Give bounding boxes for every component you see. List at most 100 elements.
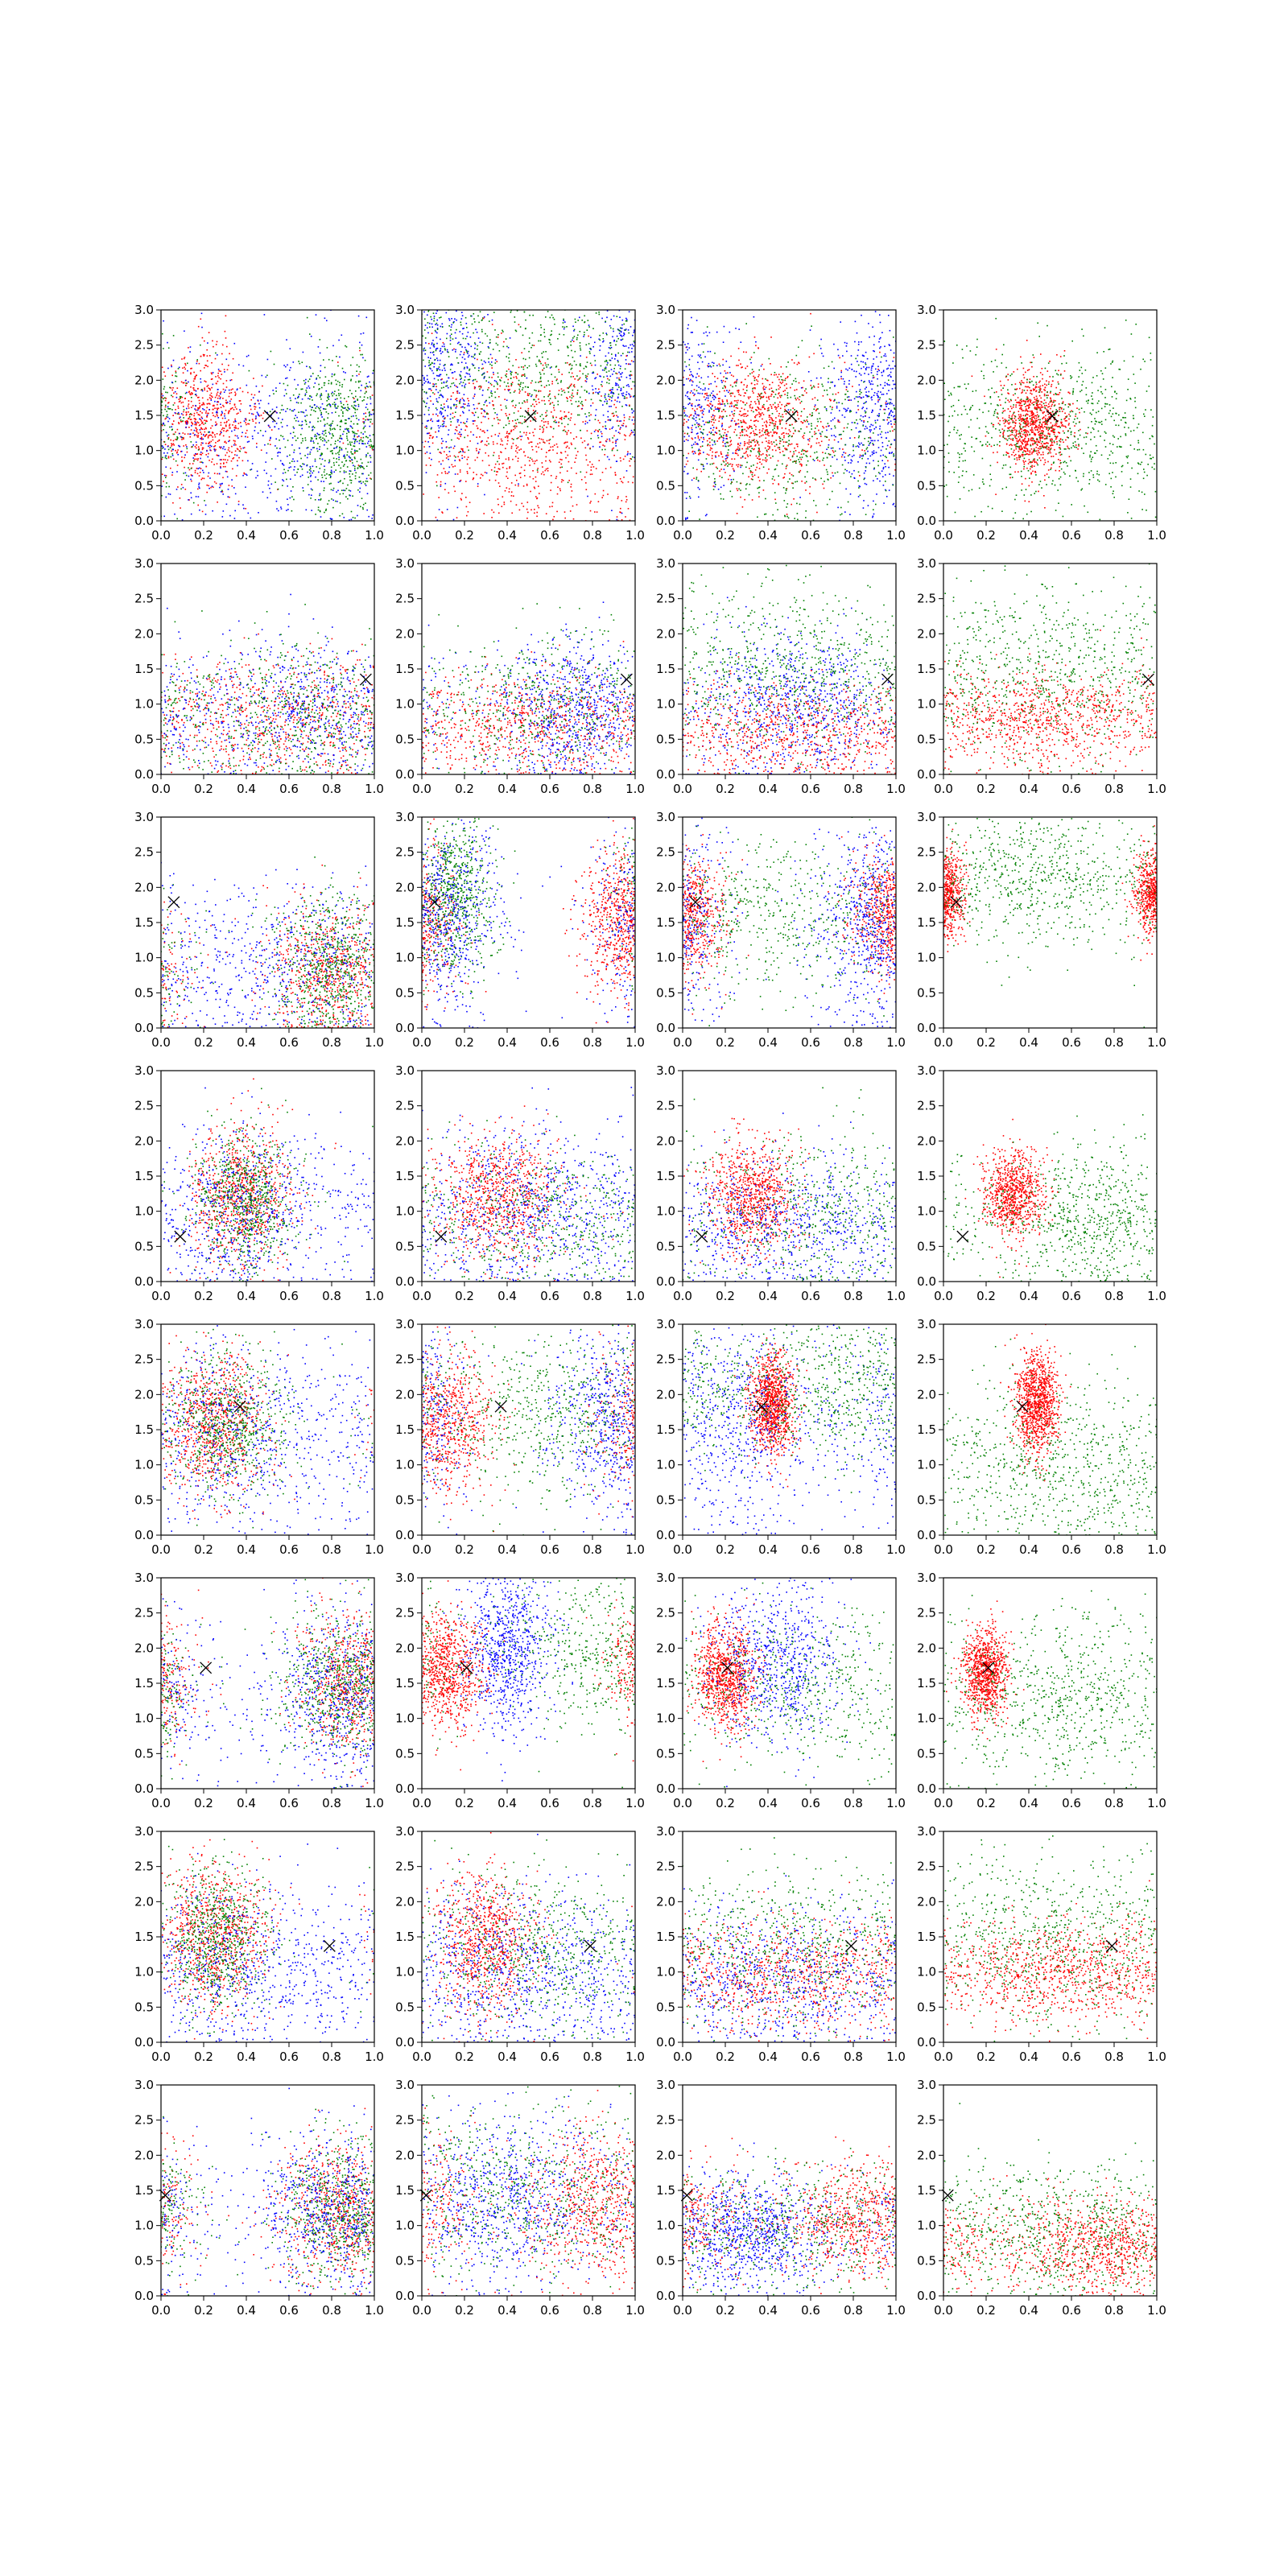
point (738, 464, 740, 466)
point (268, 403, 270, 405)
point (567, 401, 568, 402)
point (511, 482, 513, 484)
point (555, 417, 557, 419)
point (844, 362, 846, 364)
point (801, 465, 803, 467)
point (320, 370, 321, 372)
point (227, 402, 229, 403)
point (801, 454, 803, 456)
point (425, 453, 427, 455)
point (563, 320, 564, 321)
point (258, 391, 260, 393)
point (477, 485, 479, 487)
point (332, 392, 333, 394)
point (766, 456, 768, 457)
point (322, 440, 324, 442)
point (365, 426, 366, 427)
point (223, 459, 225, 460)
point (724, 390, 725, 392)
point (169, 418, 171, 419)
point (547, 311, 549, 312)
point (590, 501, 592, 502)
point (505, 448, 506, 449)
point (441, 448, 443, 449)
point (230, 409, 232, 411)
point (756, 440, 758, 442)
point (347, 452, 349, 453)
point (201, 416, 203, 418)
y-tick-label: 0.0 (395, 514, 415, 528)
y-tick-label: 3.0 (134, 303, 154, 317)
point (516, 426, 518, 427)
point (320, 499, 321, 501)
point (588, 415, 590, 417)
point (229, 451, 231, 452)
point (188, 382, 189, 383)
point (615, 373, 617, 374)
point (822, 484, 824, 485)
point (440, 412, 441, 414)
point (242, 460, 244, 462)
point (436, 368, 438, 369)
point (506, 399, 508, 401)
point (341, 410, 342, 411)
point (441, 473, 443, 474)
point (172, 387, 174, 389)
point (428, 365, 430, 366)
point (461, 455, 463, 456)
point (811, 447, 812, 448)
point (614, 472, 616, 473)
point (359, 342, 361, 344)
point (312, 489, 313, 491)
point (734, 400, 736, 402)
point (547, 381, 549, 382)
point (322, 403, 324, 405)
point (510, 431, 512, 432)
point (365, 431, 366, 433)
point (312, 373, 314, 374)
point (336, 395, 337, 397)
point (527, 426, 529, 427)
point (774, 374, 775, 376)
point (228, 496, 229, 497)
point (877, 369, 879, 370)
point (217, 398, 219, 399)
point (189, 469, 191, 471)
point (353, 438, 354, 440)
point (530, 382, 532, 384)
point (816, 425, 818, 427)
point (621, 519, 623, 521)
point (431, 332, 433, 334)
point (282, 405, 283, 407)
point (493, 452, 495, 454)
point (330, 429, 332, 431)
point (754, 441, 756, 443)
point (301, 442, 303, 444)
point (472, 324, 473, 325)
point (784, 385, 786, 386)
point (724, 472, 726, 473)
point (576, 436, 577, 438)
point (349, 495, 351, 497)
point (266, 452, 268, 454)
point (755, 415, 757, 417)
y-tick-label: 1.5 (134, 408, 154, 423)
point (519, 510, 521, 511)
point (357, 399, 358, 401)
point (341, 421, 343, 423)
point (175, 381, 176, 382)
point (463, 382, 464, 384)
point (171, 375, 173, 377)
point (220, 463, 221, 464)
point (529, 357, 530, 359)
point (196, 442, 197, 444)
point (335, 469, 336, 471)
point (277, 456, 279, 457)
point (732, 466, 733, 468)
point (789, 473, 791, 474)
point (184, 409, 185, 411)
point (190, 394, 192, 396)
point (344, 478, 345, 480)
point (262, 435, 264, 436)
point (741, 407, 743, 409)
